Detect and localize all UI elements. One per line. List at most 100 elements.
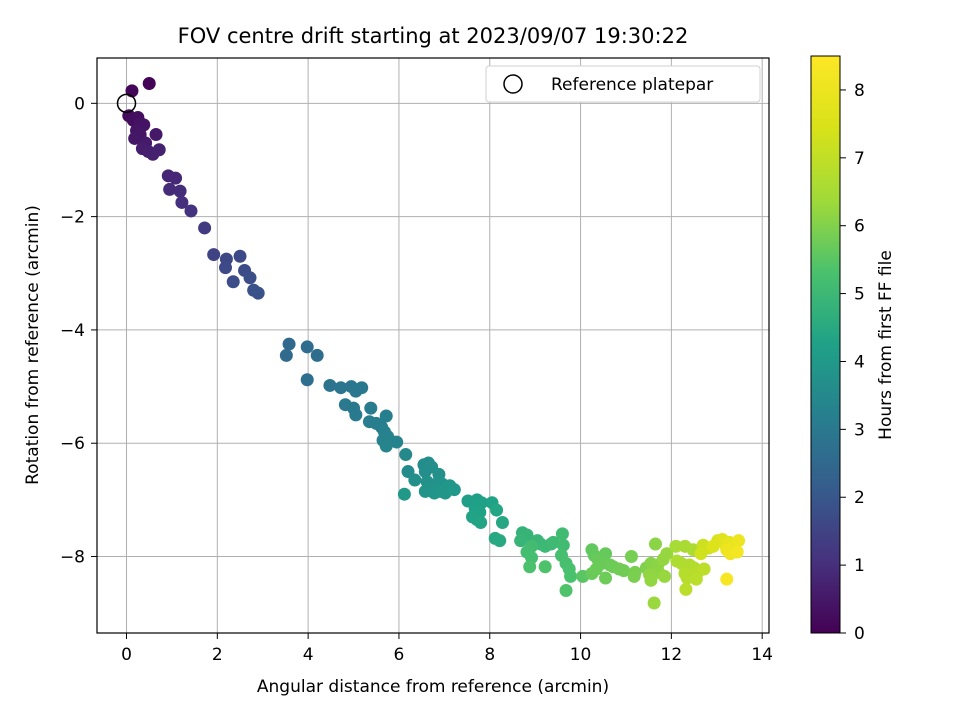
data-point (648, 537, 662, 551)
data-point (349, 408, 363, 422)
reference-platepar-marker (116, 93, 137, 114)
data-point (218, 261, 232, 275)
data-point (128, 131, 142, 145)
data-point (175, 195, 189, 209)
data-point (697, 562, 711, 576)
data-point (418, 465, 432, 479)
colorbar-gradient (810, 55, 841, 634)
x-tick-label: 12 (661, 645, 683, 665)
data-point (173, 184, 187, 198)
data-point (644, 573, 658, 587)
x-tick-label: 6 (394, 645, 405, 665)
data-point (300, 373, 314, 387)
chart-title: FOV centre drift starting at 2023/09/07 … (178, 24, 689, 48)
data-point (490, 503, 504, 517)
data-point (152, 143, 166, 157)
data-point (647, 596, 661, 610)
x-tick-label: 4 (303, 645, 314, 665)
data-point (364, 401, 378, 415)
data-point (355, 381, 369, 395)
data-point (555, 527, 569, 541)
x-axis-label: Angular distance from reference (arcmin) (257, 677, 609, 697)
data-point (730, 545, 744, 559)
data-point (694, 547, 708, 561)
legend-marker-open-circle (503, 74, 523, 94)
colorbar-tick-label: 2 (854, 488, 865, 508)
data-point (169, 171, 183, 185)
data-point (546, 535, 560, 549)
data-point (149, 127, 163, 141)
y-tick-label: −8 (60, 548, 85, 568)
data-point (163, 182, 177, 196)
axis-ticks: 0 2 4 6 8 10 12 14 0 −2 −4 −6 −8 (60, 94, 773, 665)
data-point (310, 348, 324, 362)
data-point (599, 571, 613, 585)
data-point (300, 340, 314, 354)
x-tick-label: 8 (484, 645, 495, 665)
data-point (233, 249, 247, 263)
data-point (447, 483, 461, 497)
data-point (720, 572, 734, 586)
data-point (679, 582, 693, 596)
y-tick-label: −6 (60, 434, 85, 454)
data-point (538, 560, 552, 574)
data-point (589, 562, 603, 576)
data-point (198, 221, 212, 235)
colorbar-tick-label: 5 (854, 285, 865, 305)
data-point (323, 378, 337, 392)
data-point (379, 439, 393, 453)
data-point (142, 76, 156, 90)
scatter-points (116, 76, 746, 610)
data-point (207, 248, 221, 262)
data-point (226, 275, 240, 289)
data-point (184, 204, 198, 218)
data-point (617, 564, 631, 578)
data-point (732, 534, 746, 548)
data-point (495, 516, 509, 530)
data-point (282, 337, 296, 351)
x-tick-label: 2 (212, 645, 223, 665)
colorbar-tick-label: 7 (854, 149, 865, 169)
x-tick-label: 14 (751, 645, 773, 665)
data-point (390, 435, 404, 449)
data-point (564, 569, 578, 583)
data-point (279, 348, 293, 362)
colorbar-tick-label: 4 (854, 352, 865, 372)
y-axis-label: Rotation from reference (arcmin) (23, 205, 43, 485)
colorbar-tick-label: 1 (854, 556, 865, 576)
plot-area-frame (96, 57, 770, 634)
data-point (660, 547, 674, 561)
grid-lines (97, 58, 769, 633)
data-point (706, 539, 720, 553)
colorbar-ticks: 0 1 2 3 4 5 6 7 8 (840, 81, 865, 644)
y-tick-label: 0 (74, 94, 85, 114)
data-point (556, 538, 570, 552)
data-point (514, 534, 528, 548)
data-point (493, 534, 507, 548)
legend-box (485, 65, 761, 103)
data-point (627, 569, 641, 583)
y-tick-label: −2 (60, 208, 85, 228)
data-point (624, 550, 638, 564)
colorbar-label: Hours from first FF file (876, 250, 896, 440)
data-point (689, 572, 703, 586)
data-point (559, 584, 573, 598)
data-point (658, 569, 672, 583)
colorbar: 0 1 2 3 4 5 6 7 8 Hours from first FF file (810, 55, 896, 644)
colorbar-tick-label: 3 (854, 420, 865, 440)
colorbar-tick-label: 8 (854, 81, 865, 101)
colorbar-tick-label: 0 (854, 624, 865, 644)
data-point (379, 409, 393, 423)
data-point (474, 516, 488, 530)
colorbar-tick-label: 6 (854, 217, 865, 237)
data-point (251, 286, 265, 300)
data-point (243, 271, 257, 285)
data-point (669, 539, 683, 553)
data-point (334, 381, 348, 395)
data-point (399, 448, 413, 462)
x-tick-label: 10 (570, 645, 592, 665)
data-point (523, 560, 537, 574)
x-tick-label: 0 (121, 645, 132, 665)
data-point (408, 473, 422, 487)
